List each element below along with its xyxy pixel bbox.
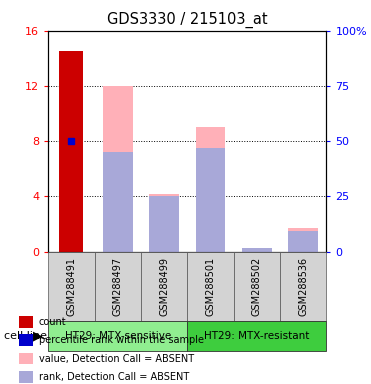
Bar [196, 148, 226, 252]
Bar [242, 249, 272, 252]
Bar [187, 321, 326, 351]
Bar [48, 321, 187, 351]
Bar [280, 252, 326, 321]
Text: GSM288501: GSM288501 [206, 257, 216, 316]
Bar [196, 127, 226, 252]
Bar [289, 228, 318, 252]
Text: GSM288499: GSM288499 [159, 257, 169, 316]
Bar [187, 252, 234, 321]
Text: count: count [39, 317, 66, 327]
Text: cell line: cell line [4, 331, 47, 341]
Bar [149, 194, 179, 252]
Bar [234, 252, 280, 321]
Title: GDS3330 / 215103_at: GDS3330 / 215103_at [107, 12, 267, 28]
Bar [103, 152, 133, 252]
Text: rank, Detection Call = ABSENT: rank, Detection Call = ABSENT [39, 372, 189, 382]
Bar [141, 252, 187, 321]
Text: GSM288502: GSM288502 [252, 257, 262, 316]
Text: HT29: MTX-sensitive: HT29: MTX-sensitive [65, 331, 171, 341]
Bar [95, 252, 141, 321]
Bar [289, 230, 318, 252]
Text: GSM288536: GSM288536 [298, 257, 308, 316]
Text: GSM288491: GSM288491 [66, 257, 76, 316]
Text: percentile rank within the sample: percentile rank within the sample [39, 335, 204, 345]
Text: ▶: ▶ [33, 330, 43, 343]
Text: HT29: MTX-resistant: HT29: MTX-resistant [204, 331, 310, 341]
Bar [48, 252, 95, 321]
Bar [149, 196, 179, 252]
Text: value, Detection Call = ABSENT: value, Detection Call = ABSENT [39, 354, 194, 364]
Bar [242, 248, 272, 252]
Bar [103, 86, 133, 252]
Text: GSM288497: GSM288497 [113, 257, 123, 316]
Bar [59, 51, 83, 252]
